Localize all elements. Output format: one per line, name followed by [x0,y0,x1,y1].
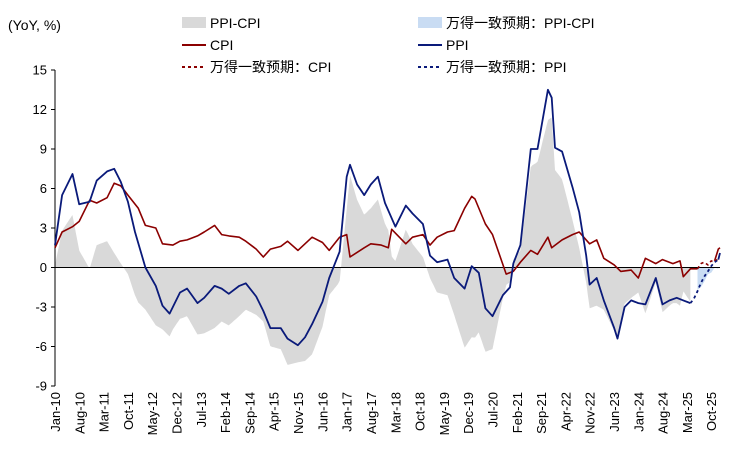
spread-area-forecast [697,267,719,290]
x-tick-label: Apr-22 [558,392,573,431]
spread-area-historical [55,117,691,365]
x-tick-label: Aug-10 [72,392,87,434]
legend-label: 万得一致预期：PPI [446,59,567,75]
x-tick-label: Aug-17 [364,392,379,434]
unit-label: (YoY, %) [8,17,61,33]
x-tick-label: Jun-16 [315,392,330,432]
y-tick-label: 12 [33,102,47,117]
x-tick-label: Jul-20 [486,392,501,427]
legend-label: PPI [446,37,469,53]
ppi-forecast-line [689,258,719,304]
legend-item: PPI [418,37,469,53]
x-tick-label: Feb-21 [510,392,525,433]
x-tick-label: Dec-12 [170,392,185,434]
legend-item: 万得一致预期：PPI-CPI [418,15,595,31]
x-tick-label: May-19 [437,392,452,435]
x-tick-label: May-12 [145,392,160,435]
y-tick-label: 3 [40,221,47,236]
x-tick-label: Mar-18 [388,392,403,433]
x-tick-label: Mar-25 [680,392,695,433]
x-tick-label: Oct-25 [704,392,719,431]
y-tick-label: -3 [35,300,47,315]
ppi-cpi-spread-area [55,117,691,365]
x-tick-label: Aug-24 [656,392,671,434]
legend-item: 万得一致预期：PPI [418,59,567,75]
legend-item: 万得一致预期：CPI [182,59,331,75]
y-tick-label: 6 [40,181,47,196]
x-tick-label: Feb-14 [218,392,233,433]
x-tick-label: Mar-11 [97,392,112,432]
x-tick-label: Dec-19 [461,392,476,434]
cpi-forecast-line [696,257,719,270]
x-tick-label: Oct-18 [413,392,428,431]
y-tick-label: 0 [40,260,47,275]
legend-label: 万得一致预期：PPI-CPI [446,15,595,31]
legend-item: PPI-CPI [182,15,261,31]
y-tick-label: -6 [35,339,47,354]
legend-swatch [182,17,206,28]
cpi-line [54,182,698,279]
x-tick-label: Jan-24 [631,392,646,432]
legend-label: CPI [210,37,233,53]
ppi-line [54,88,691,347]
y-tick-label: 9 [40,142,47,157]
x-tick-label: Oct-11 [121,392,136,430]
cpi-tail-line [713,247,721,262]
y-tick-label: -9 [35,379,47,394]
x-tick-label: Jun-23 [607,392,622,432]
legend-label: 万得一致预期：CPI [210,59,331,75]
x-tick-label: Jul-13 [194,392,209,427]
legend-item: CPI [182,37,233,53]
legend: PPI-CPI 万得一致预期：PPI-CPI CPI PPI 万得一致预期：CPI 万得一… [182,15,595,75]
y-tick-label: 15 [33,63,47,78]
legend-label: PPI-CPI [210,15,261,31]
x-tick-label: Sep-14 [242,392,257,434]
legend-swatch [418,17,442,28]
x-tick-label: Jan-10 [48,392,63,432]
axes [51,69,720,387]
series-lines [54,88,721,347]
x-tick-label: Nov-15 [291,392,306,434]
tick-labels: -9 -6 -3 0 3 6 9 12 15 Jan-10 Aug-10 Mar-11 Oct-11 Ma… [33,63,720,436]
x-tick-label: Jan-17 [340,392,355,432]
x-tick-label: Apr-15 [267,392,282,431]
forecast-spread-area [697,267,719,290]
ppi-tail-line [717,252,721,260]
x-tick-label: Sep-21 [534,392,549,434]
x-tick-label: Nov-22 [583,392,598,434]
